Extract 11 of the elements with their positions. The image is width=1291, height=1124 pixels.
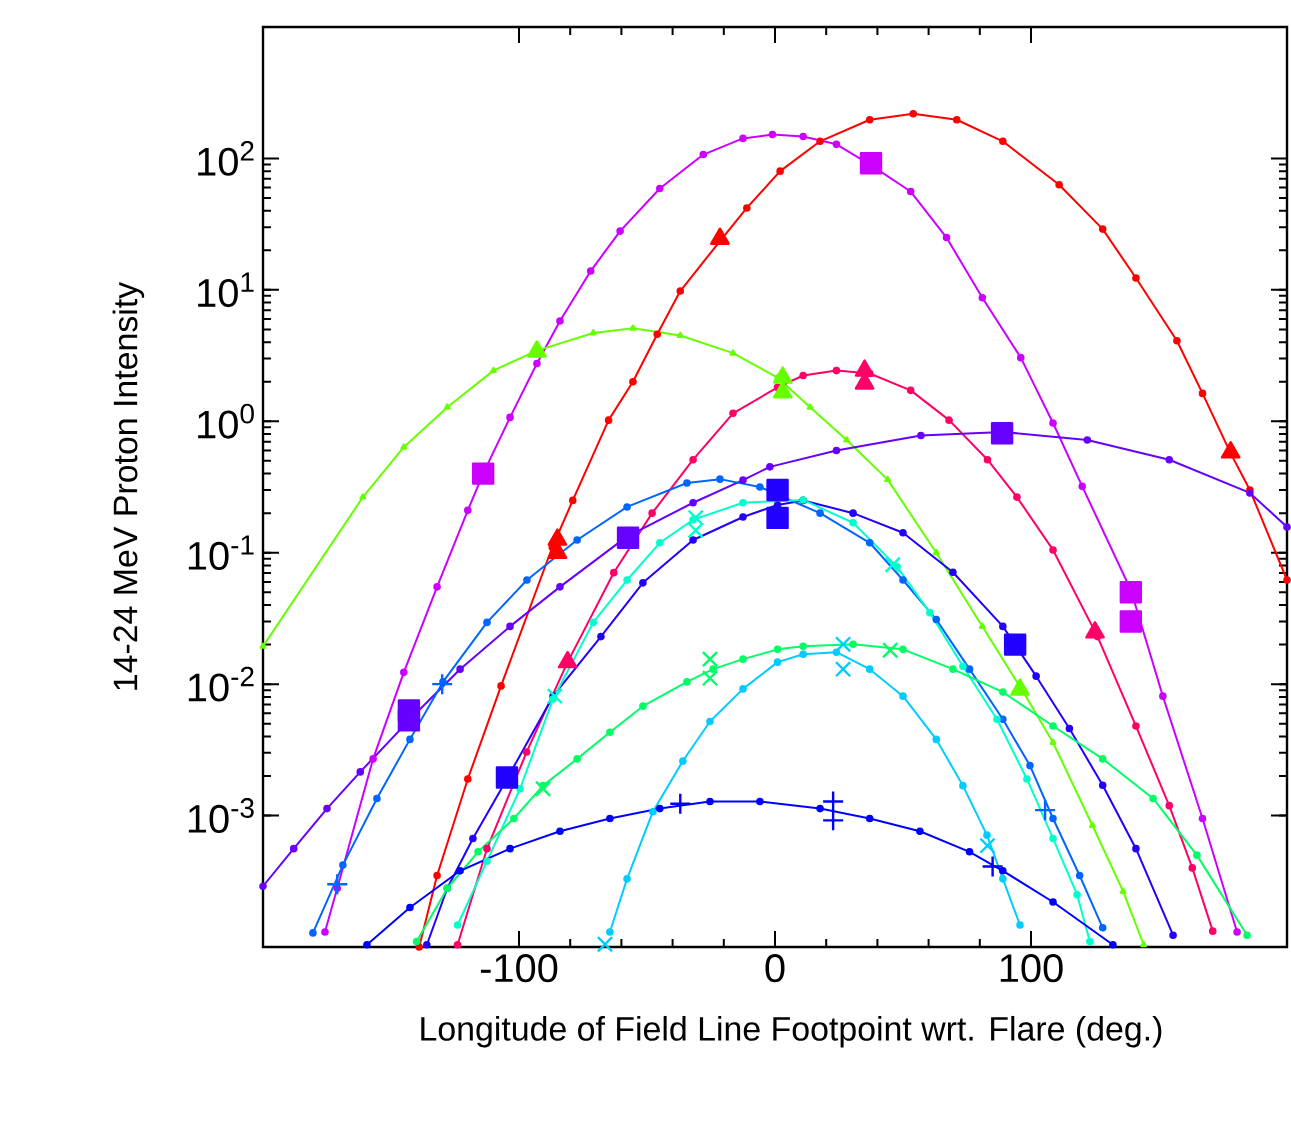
y-tick-label: 10$^{-3}$ [188, 798, 254, 833]
x-tick-label: 0 [765, 954, 785, 983]
y-tick-label: 10$^{-2}$ [188, 666, 254, 702]
x-tick-label: 100 [1000, 954, 1063, 983]
y-tick-label: 10$^{1}$ [198, 272, 254, 308]
y-tick-label: 10$^{0}$ [198, 403, 254, 439]
y-axis-title: 14-24 MeV Proton Intensity [112, 281, 145, 690]
y-tick-label: 10$^{-1}$ [188, 535, 254, 570]
x-axis-title: Longitude of Field Line Footpoint wrt. Flare (deg.) [421, 1015, 1162, 1048]
y-tick-label: 10$^{2}$ [198, 140, 254, 176]
x-tick-label: -100 [480, 954, 558, 983]
